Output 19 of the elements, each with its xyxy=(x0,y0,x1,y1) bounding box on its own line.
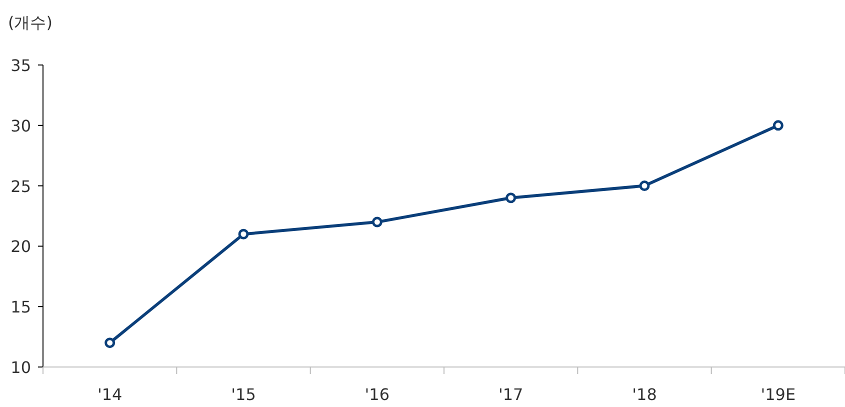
point xyxy=(372,216,382,228)
x-tick-label: '14 xyxy=(97,385,122,404)
x-tick-label: '18 xyxy=(632,385,657,404)
y-axis-title: (개수) xyxy=(8,13,52,32)
y-tick-label: 15 xyxy=(10,298,31,317)
x-tick-label: '17 xyxy=(498,385,524,404)
y-tick-label: 35 xyxy=(10,56,31,75)
x-tick-label: '19E xyxy=(760,385,796,404)
y-tick-label: 10 xyxy=(10,358,31,377)
point xyxy=(238,228,249,240)
y-tick-label: 25 xyxy=(10,176,31,196)
x-tick-label: '16 xyxy=(364,385,390,404)
point xyxy=(506,192,516,204)
point xyxy=(104,338,116,348)
y-tick-label: 20 xyxy=(10,237,31,256)
x-tick-label: '15 xyxy=(231,385,256,404)
point xyxy=(639,180,650,192)
y-tick-label: 30 xyxy=(10,116,31,136)
point xyxy=(772,120,784,131)
